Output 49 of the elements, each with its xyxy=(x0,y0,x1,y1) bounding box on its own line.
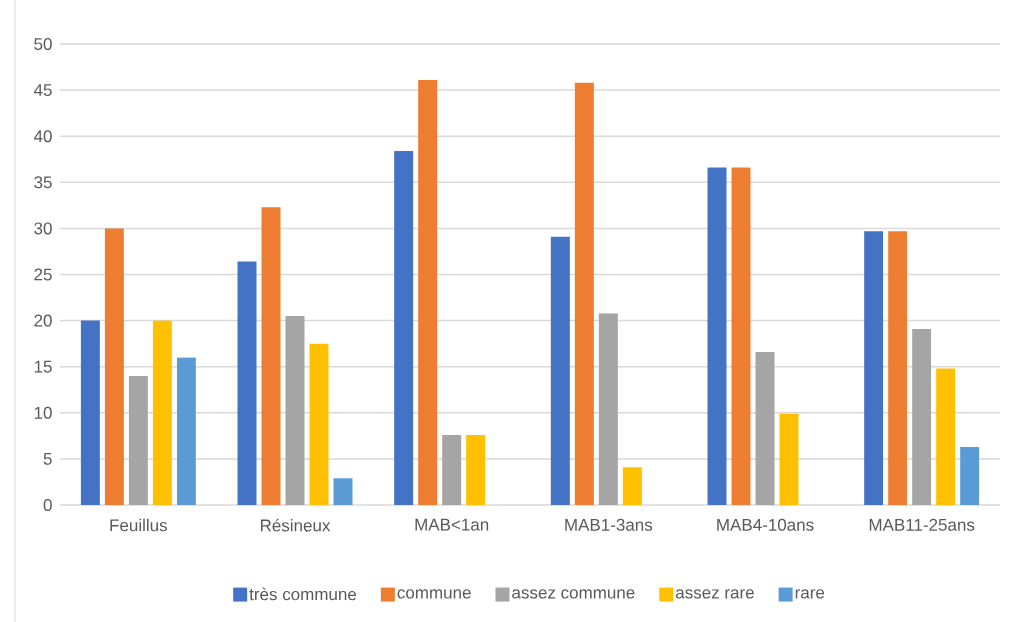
y-tick-label: 15 xyxy=(34,360,52,373)
bar xyxy=(779,413,799,505)
bar xyxy=(261,207,281,505)
bar xyxy=(936,368,956,505)
bar xyxy=(418,79,438,505)
bar xyxy=(755,351,775,505)
y-tick-label: 5 xyxy=(43,452,52,465)
bar xyxy=(333,478,353,505)
y-tick-label: 45 xyxy=(33,84,52,97)
y-tick-label: 30 xyxy=(34,222,52,235)
bar xyxy=(598,313,618,505)
bar xyxy=(394,150,414,505)
bar xyxy=(285,315,305,505)
bar xyxy=(707,167,727,505)
bar xyxy=(80,320,100,505)
x-tick-label: MAB11-25ans xyxy=(869,518,975,531)
y-tick-label: 20 xyxy=(34,314,52,327)
bar xyxy=(622,467,642,505)
bar xyxy=(550,236,570,505)
bar xyxy=(731,167,751,505)
x-tick-label: MAB4-10ans xyxy=(717,518,814,531)
legend-label: assez rare xyxy=(675,589,754,599)
y-tick-label: 25 xyxy=(34,268,52,281)
bar xyxy=(912,328,932,505)
x-tick-label: MAB1-3ans xyxy=(565,518,653,531)
bar xyxy=(864,231,884,505)
x-tick-label: Résineux xyxy=(260,518,331,532)
legend-label: très commune xyxy=(249,587,357,601)
bar xyxy=(237,261,257,505)
y-tick-label: 35 xyxy=(34,176,52,189)
bar xyxy=(574,82,594,505)
bar xyxy=(176,357,196,505)
bar xyxy=(442,434,462,505)
bar xyxy=(466,434,486,505)
x-tick-label: Feuillus xyxy=(110,518,167,532)
x-tick-label: MAB<1an xyxy=(415,518,489,531)
bar xyxy=(888,231,908,505)
y-tick-label: 10 xyxy=(34,406,52,419)
bar xyxy=(104,228,124,505)
y-tick-label: 0 xyxy=(43,498,52,512)
bar xyxy=(309,343,329,505)
legend-label: assez commune xyxy=(512,589,635,599)
y-tick-label: 40 xyxy=(33,130,52,143)
bar xyxy=(128,375,148,505)
bar xyxy=(960,446,980,505)
legend-label: rare xyxy=(795,589,825,599)
bar xyxy=(152,320,172,505)
y-tick-label: 50 xyxy=(34,37,52,51)
legend-label: commune xyxy=(397,589,471,599)
